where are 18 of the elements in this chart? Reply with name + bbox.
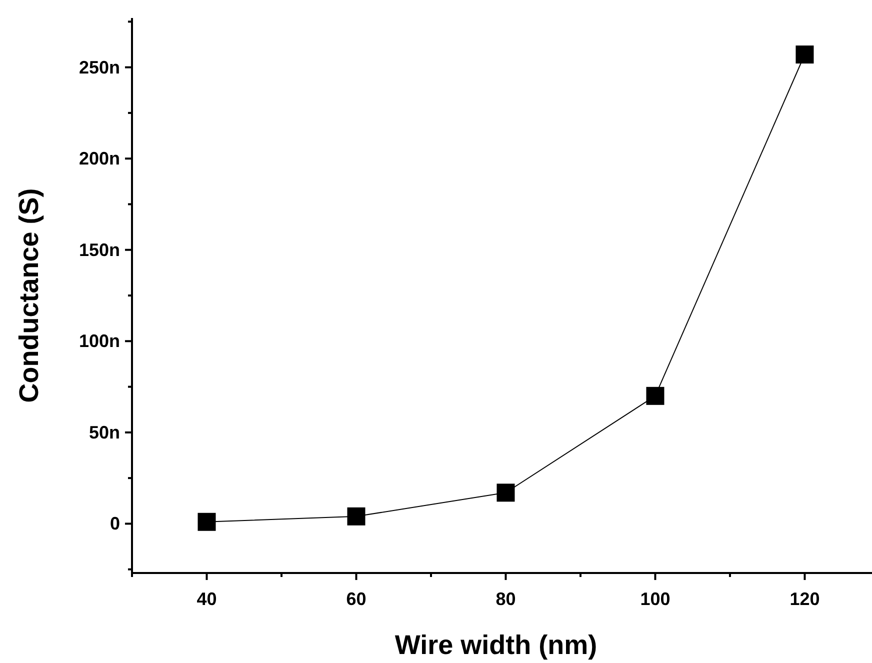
- point: [646, 386, 664, 405]
- point: [796, 46, 814, 64]
- x-axis-title: Wire width (nm): [394, 630, 598, 660]
- x-tick-label: 60: [346, 589, 366, 609]
- y-tick-label: 100n: [78, 331, 120, 352]
- y-tick-label: 250n: [78, 57, 120, 78]
- x-tick-label: 80: [496, 589, 516, 609]
- x-tick-label: 100: [640, 589, 670, 609]
- x-tick-label: 120: [790, 589, 820, 609]
- x-tick-label: 40: [196, 589, 217, 609]
- y-tick-label: 150n: [78, 240, 120, 260]
- y-tick-label: 0: [110, 514, 120, 534]
- y-tick-label: 50n: [88, 422, 120, 442]
- point: [198, 512, 216, 531]
- y-tick-label: 200n: [78, 148, 120, 169]
- y-axis-title: Conductance (S): [14, 188, 44, 403]
- point: [347, 507, 366, 526]
- point: [496, 484, 515, 502]
